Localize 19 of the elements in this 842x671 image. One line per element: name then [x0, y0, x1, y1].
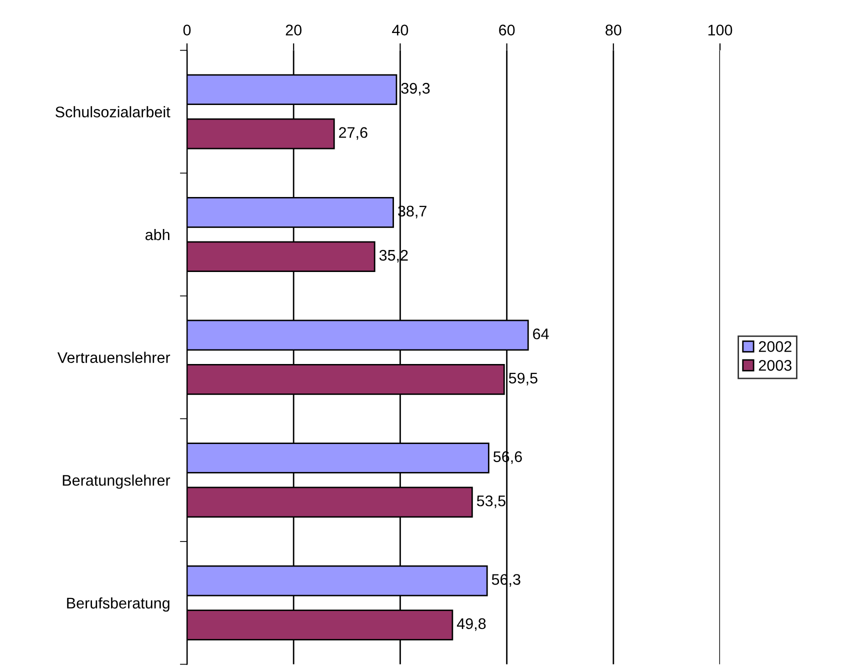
y-tick-label: Beratungslehrer: [62, 474, 170, 489]
data-label: 39,3: [401, 82, 430, 96]
x-tick-label: 100: [708, 24, 732, 36]
y-tick-label: Berufsberatung: [67, 597, 170, 612]
x-tick-label: 20: [286, 24, 302, 36]
data-label: 49,8: [456, 618, 486, 631]
x-tick-label: 60: [499, 24, 515, 36]
y-tick-label: Vertrauenslehrer: [57, 352, 170, 363]
data-label: 59,5: [508, 372, 538, 386]
legend-label: 2003: [758, 360, 792, 371]
y-tick-label: Schulsozialarbeit: [56, 106, 170, 118]
data-label: 64: [533, 328, 549, 340]
data-label: 27,6: [339, 127, 368, 140]
x-tick-label: 0: [183, 24, 191, 36]
legend-label: 2002: [758, 341, 792, 352]
y-tick-label: abh: [145, 228, 170, 240]
x-tick-label: 40: [392, 24, 408, 36]
data-label: 53,5: [476, 495, 506, 508]
x-tick-label: 80: [606, 24, 622, 36]
